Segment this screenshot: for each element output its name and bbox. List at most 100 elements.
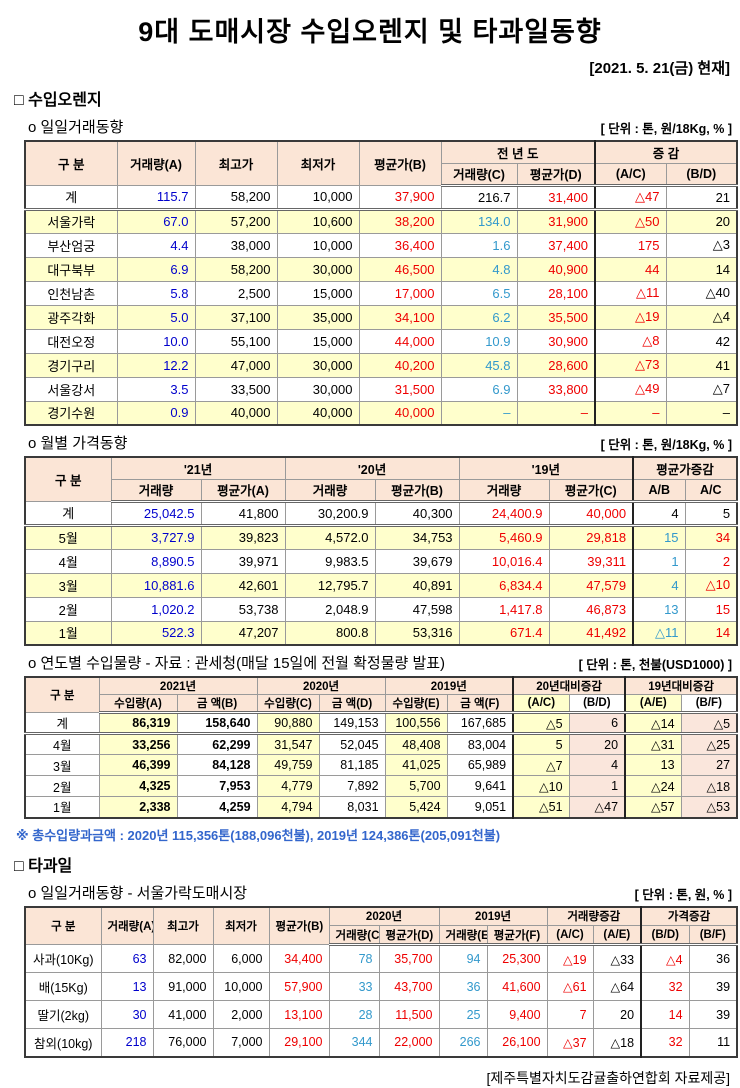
data-cell: 2,000 [212,1000,270,1029]
data-cell: 28,600 [516,352,596,378]
data-cell: 800.8 [284,620,376,646]
data-cell: 7 [546,1000,594,1029]
data-cell: 10.9 [440,328,518,354]
data-cell: 55,100 [194,328,278,354]
col-header-gubun: 구 분 [24,906,102,945]
data-cell: 6.9 [440,376,518,402]
data-cell: △8 [594,328,667,354]
data-cell: 13 [632,596,686,622]
data-cell: 11,500 [378,1000,440,1029]
data-cell: △11 [632,620,686,646]
data-cell: 78 [328,944,380,973]
data-cell: 10,016.4 [458,548,550,574]
row-label-cell: 광주각화 [24,304,118,330]
data-cell: 2,048.9 [284,596,376,622]
data-cell: 39,823 [200,524,286,550]
data-cell: △7 [665,376,738,402]
row-label-cell: 1월 [24,796,100,818]
data-cell: 5.8 [116,280,196,306]
data-cell: 36 [688,944,738,973]
monthly-unit-label: [ 단위 : 톤, 원/18Kg, % ] [600,438,732,452]
col-header-volume-a: 거래량(A) [100,906,154,945]
data-cell: 5,424 [384,796,448,818]
col-header-import-a: 수입량(A) [98,694,178,714]
data-cell: 14 [665,256,738,282]
data-cell: 34,400 [268,944,330,973]
data-cell: 5 [512,733,570,755]
data-cell: 33,800 [516,376,596,402]
data-cell: 48,408 [384,733,448,755]
col-header-year20: '20년 [284,456,460,480]
data-cell: 10.0 [116,328,196,354]
data-cell: 44 [594,256,667,282]
row-label-cell: 계 [24,712,100,735]
table-row: 서울가락 67.0 57,200 10,600 38,200 134.0 31,900 △50… [24,208,738,234]
data-cell: 134.0 [440,208,518,234]
data-cell: 1,417.8 [458,596,550,622]
data-cell: 266 [438,1028,488,1057]
data-cell: 35,500 [516,304,596,330]
data-cell: 30,900 [516,328,596,354]
data-cell: △14 [624,712,682,735]
data-cell: 4.8 [440,256,518,282]
data-cell: 25,042.5 [110,500,202,527]
col-header-year21: '21년 [110,456,286,480]
col-header-amount-d: 금 액(D) [318,694,386,714]
data-cell: △47 [568,796,626,818]
data-cell: 5.0 [116,304,196,330]
row-label-cell: 배(15Kg) [24,972,102,1001]
daily-trading-table-wrap: 구 분 거래량(A) 최고가 최저가 평균가(B) 전 년 도 증 감 거래량(… [24,140,739,426]
data-cell: 31,500 [358,376,442,402]
data-cell: 44,000 [358,328,442,354]
data-cell: 40,891 [374,572,460,598]
col-header-avg-d: 평균가(D) [378,925,440,946]
table-row: 1월 2,338 4,259 4,794 8,031 5,424 9,051 △51 △47 △5… [24,796,738,818]
data-cell: △4 [665,304,738,330]
data-cell: 9,400 [486,1000,548,1029]
data-cell: 9,983.5 [284,548,376,574]
data-cell: 37,900 [358,184,442,211]
data-cell: 81,185 [318,754,386,776]
data-cell: 12,795.7 [284,572,376,598]
monthly-sub-row: o 월별 가격동향 [ 단위 : 톤, 원/18Kg, % ] [28,432,732,453]
fruit-daily-heading: o 일일거래동향 - 서울가락도매시장 [28,884,248,902]
row-label-cell: 서울강서 [24,376,118,402]
yearly-unit-label: [ 단위 : 톤, 천불(USD1000) ] [578,658,732,672]
data-cell: 216.7 [440,184,518,211]
data-cell: 14 [684,620,738,646]
table-row: 사과(10Kg) 63 82,000 6,000 34,400 78 35,700 94 25,… [24,944,738,973]
data-cell: 40,000 [358,400,442,426]
table-row: 경기구리 12.2 47,000 30,000 40,200 45.8 28,600 △73 4… [24,352,738,378]
col-header-year2020: 2020년 [328,906,440,926]
data-cell: 91,000 [152,972,214,1001]
data-cell: 17,000 [358,280,442,306]
data-cell: 1,020.2 [110,596,202,622]
data-cell: 13 [624,754,682,776]
data-cell: 7,892 [318,775,386,797]
data-cell: 20 [665,208,738,234]
row-label-cell: 경기구리 [24,352,118,378]
col-header-low: 최저가 [212,906,270,945]
data-cell: 33,500 [194,376,278,402]
data-cell: 31,547 [256,733,320,755]
table-row: 부산엄궁 4.4 38,000 10,000 36,400 1.6 37,400 175 △3 [24,232,738,258]
col-header-volume-20: 거래량 [284,478,376,503]
data-cell: 39 [688,1000,738,1029]
col-header-year2021: 2021년 [98,676,258,695]
data-cell: 25 [438,1000,488,1029]
data-cell: 100,556 [384,712,448,735]
data-cell: 2 [684,548,738,574]
data-cell: 35,000 [276,304,360,330]
col-header-import-e: 수입량(E) [384,694,448,714]
data-cell: 7,953 [176,775,258,797]
data-cell: △19 [546,944,594,973]
yearly-import-table: 구 분 2021년 2020년 2019년 20년대비증감 19년대비증감 수입… [24,676,739,819]
data-cell: 49,759 [256,754,320,776]
data-cell: 2,338 [98,796,178,818]
data-cell: 12.2 [116,352,196,378]
data-cell: 9,641 [446,775,514,797]
data-cell: 10,000 [276,232,360,258]
data-cell: 30,000 [276,256,360,282]
table-row: 광주각화 5.0 37,100 35,000 34,100 6.2 35,500 △19 △4 [24,304,738,330]
col-header-year2019: 2019년 [384,676,514,695]
